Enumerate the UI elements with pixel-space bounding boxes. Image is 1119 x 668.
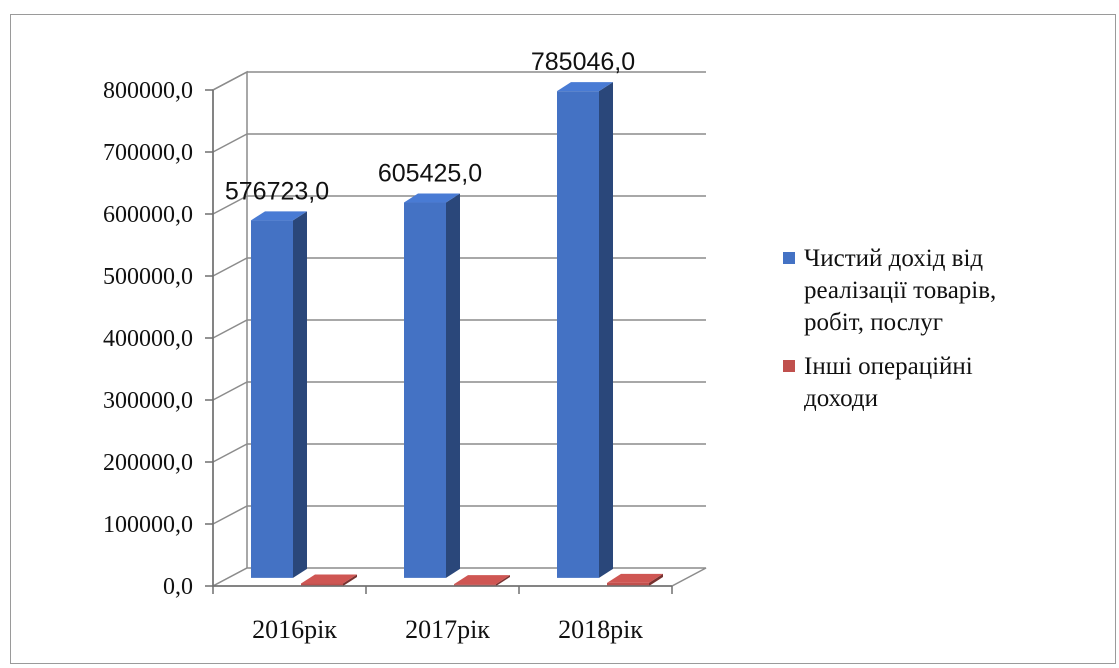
data-label: 605425,0 <box>378 160 482 188</box>
y-axis: 0,0 100000,0 200000,0 300000,0 400000,0 50000… <box>103 78 213 600</box>
legend: Чистий дохід від реалізації товарів, робіт… <box>783 245 996 412</box>
y-tick-label: 500000,0 <box>103 264 193 290</box>
y-tick-label: 800000,0 <box>103 78 193 104</box>
y-tick-label: 300000,0 <box>103 388 193 414</box>
bar-front <box>557 91 599 578</box>
legend-label: реалізації товарів, <box>804 277 996 304</box>
bars: 576723,0 2016рік 605425,0 2017рік 785046,0 20… <box>225 48 663 644</box>
legend-item: Інші операційні доходи <box>783 353 973 412</box>
y-tick-label: 600000,0 <box>103 202 193 228</box>
y-tick-label: 400000,0 <box>103 326 193 352</box>
x-tick-label: 2018рік <box>558 615 643 644</box>
legend-swatch <box>783 360 795 372</box>
data-label: 785046,0 <box>531 48 635 76</box>
data-label: 576723,0 <box>225 177 329 205</box>
legend-label: Чистий дохід від <box>804 245 983 272</box>
x-tick-label: 2017рік <box>405 615 490 644</box>
legend-label: робіт, послуг <box>804 309 943 336</box>
y-tick-label: 700000,0 <box>103 140 193 166</box>
bar-side <box>599 82 613 578</box>
gridline <box>213 134 706 152</box>
y-tick-label: 100000,0 <box>103 512 193 538</box>
bar-side <box>293 211 307 578</box>
legend-swatch <box>783 252 795 264</box>
legend-label: доходи <box>804 385 878 412</box>
y-tick-label: 0,0 <box>163 574 193 600</box>
bar-front <box>251 220 293 578</box>
bar-front <box>404 203 446 578</box>
x-tick-label: 2016рік <box>252 615 337 644</box>
bar-side <box>446 194 460 578</box>
bar-net-revenue: 785046,0 <box>531 48 635 578</box>
bar-net-revenue: 605425,0 <box>378 160 482 578</box>
legend-label: Інші операційні <box>804 353 973 380</box>
legend-item: Чистий дохід від реалізації товарів, робіт… <box>783 245 996 336</box>
y-tick-label: 200000,0 <box>103 450 193 476</box>
